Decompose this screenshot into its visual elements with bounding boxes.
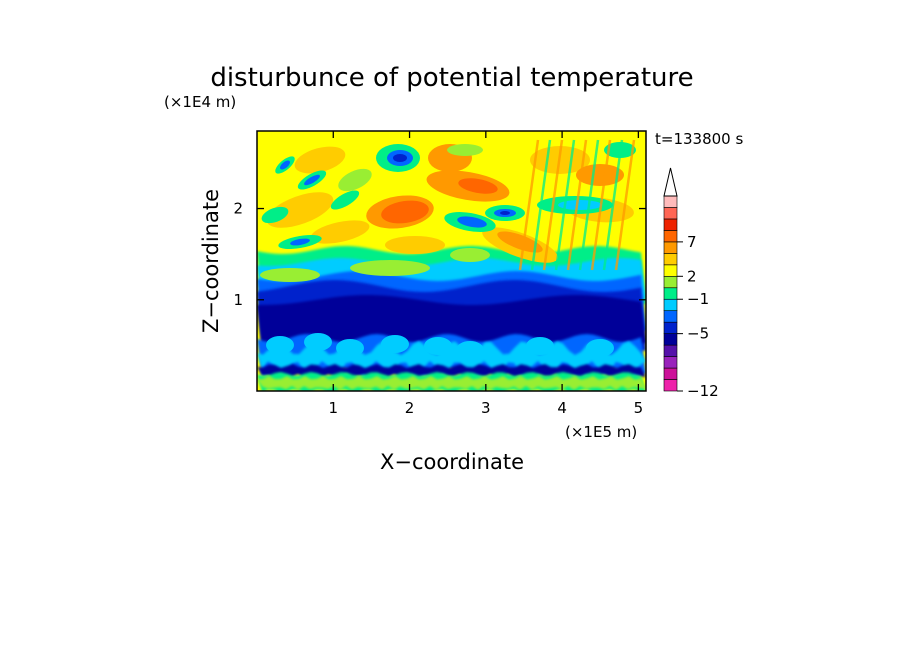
colorbar-level-4 xyxy=(663,333,678,346)
field-streak-1 xyxy=(530,139,552,271)
field-cell-49 xyxy=(330,190,360,210)
field-cell-21 xyxy=(458,178,498,194)
field-cell-27 xyxy=(576,164,624,186)
field-cell-40 xyxy=(280,160,290,170)
field-streak-0 xyxy=(518,139,540,271)
x-axis-label: X−coordinate xyxy=(380,450,524,474)
field-cell-53 xyxy=(450,248,490,262)
y-tick-label-1: 1 xyxy=(233,291,243,309)
heatmap-field xyxy=(257,131,646,391)
field-streak-8 xyxy=(614,139,636,271)
time-label: t=133800 s xyxy=(655,130,743,148)
colorbar-level-6 xyxy=(663,310,678,323)
field-cell-10 xyxy=(266,336,294,354)
colorbar-extend-arrow xyxy=(663,167,678,197)
field-cell-36 xyxy=(393,154,407,162)
field-streak-4 xyxy=(566,139,588,271)
field-cell-42 xyxy=(290,238,310,246)
colorbar-level-2 xyxy=(663,356,678,369)
field-cell-47 xyxy=(500,211,510,215)
chart-title: disturbunce of potential temperature xyxy=(210,63,693,93)
colorbar: −12−5−127 xyxy=(663,167,719,400)
field-cell-54 xyxy=(350,260,430,276)
field-cell-33 xyxy=(558,200,602,210)
plot-frame xyxy=(256,130,647,392)
colorbar-level-9 xyxy=(663,275,678,289)
field-cell-14 xyxy=(424,337,452,355)
colorbar-label-4: 7 xyxy=(687,233,697,251)
field-cell-25 xyxy=(310,220,370,244)
field-cell-23 xyxy=(266,192,334,228)
x-ticks: 1 2 3 4 5 xyxy=(329,131,644,417)
field-cell-13 xyxy=(381,335,409,353)
colorbar-level-14 xyxy=(663,218,678,231)
colorbar-level-11 xyxy=(663,253,678,266)
x-tick-label-5: 5 xyxy=(634,399,644,417)
colorbar-label-0: −12 xyxy=(687,382,719,400)
field-cell-51 xyxy=(447,144,483,156)
field-band-4 xyxy=(257,295,646,353)
y-unit-label: (×1E4 m) xyxy=(164,93,236,111)
colorbar-level-3 xyxy=(663,344,678,357)
colorbar-level-8 xyxy=(663,287,678,300)
field-band-9 xyxy=(257,376,646,390)
x-tick-label-1: 1 xyxy=(329,399,339,417)
colorbar-level-1 xyxy=(663,367,678,380)
field-cell-31 xyxy=(385,236,445,254)
field-streak-6 xyxy=(590,139,612,271)
field-cell-44 xyxy=(457,216,487,228)
y-ticks: 12 xyxy=(233,200,646,309)
field-cell-50 xyxy=(338,168,372,192)
y-axis-label: Z−coordinate xyxy=(199,189,223,333)
colorbar-level-13 xyxy=(663,230,678,243)
field-cell-17 xyxy=(586,339,614,357)
field-streak-2 xyxy=(542,139,564,271)
field-streak-5 xyxy=(578,139,600,271)
colorbar-label-3: 2 xyxy=(687,267,697,285)
colorbar-level-15 xyxy=(663,207,678,220)
field-cell-12 xyxy=(336,339,364,357)
colorbar-level-5 xyxy=(663,321,678,334)
x-tick-label-4: 4 xyxy=(557,399,567,417)
field-cell-48 xyxy=(261,206,289,224)
field-cell-15 xyxy=(456,341,484,359)
colorbar-level-10 xyxy=(663,264,678,277)
field-streak-7 xyxy=(602,139,624,271)
field-cell-38 xyxy=(304,174,320,186)
colorbar-level-12 xyxy=(663,241,678,254)
field-cell-11 xyxy=(304,333,332,351)
field-cell-55 xyxy=(260,268,320,282)
y-tick-label-2: 2 xyxy=(233,200,243,218)
x-unit-label: (×1E5 m) xyxy=(565,423,637,441)
field-streak-3 xyxy=(554,139,576,271)
x-tick-label-2: 2 xyxy=(405,399,415,417)
field-cell-29 xyxy=(497,231,543,253)
colorbar-label-2: −1 xyxy=(687,290,709,308)
field-cell-16 xyxy=(526,337,554,355)
colorbar-level-0 xyxy=(663,379,678,392)
colorbar-level-16 xyxy=(663,195,678,208)
colorbar-label-1: −5 xyxy=(687,325,709,343)
field-cell-24 xyxy=(294,146,346,174)
field-cell-19 xyxy=(381,200,429,224)
colorbar-level-7 xyxy=(663,298,678,312)
x-tick-label-3: 3 xyxy=(481,399,491,417)
field-band-7 xyxy=(257,364,646,378)
